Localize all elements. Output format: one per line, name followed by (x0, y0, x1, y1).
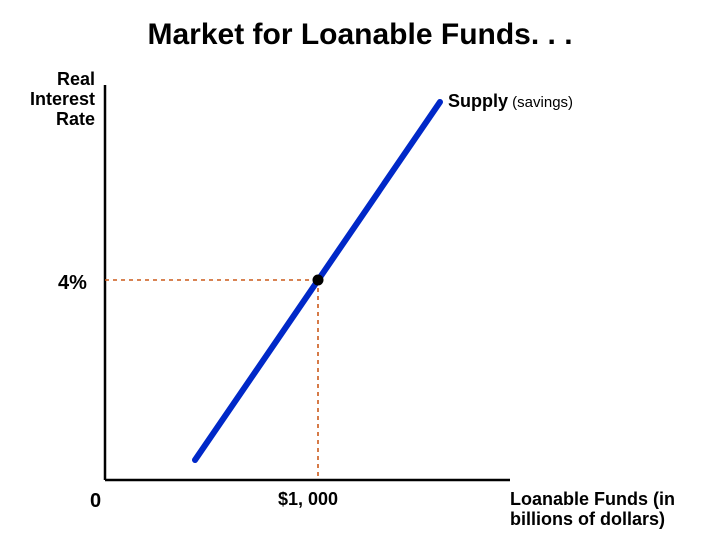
supply-label-strong: Supply (448, 91, 508, 111)
x-tick-label: $1, 000 (278, 490, 338, 510)
equilibrium-point (313, 275, 324, 286)
y-tick-label: 4% (58, 272, 87, 294)
supply-label-light: (savings) (508, 94, 573, 111)
chart-svg (0, 0, 720, 540)
x-axis-label: Loanable Funds (in billions of dollars) (510, 490, 675, 530)
supply-label: Supply (savings) (448, 92, 573, 112)
chart-stage: Market for Loanable Funds. . . Real Inte… (0, 0, 720, 540)
origin-label: 0 (90, 490, 101, 512)
y-axis-label: Real Interest Rate (30, 70, 95, 129)
